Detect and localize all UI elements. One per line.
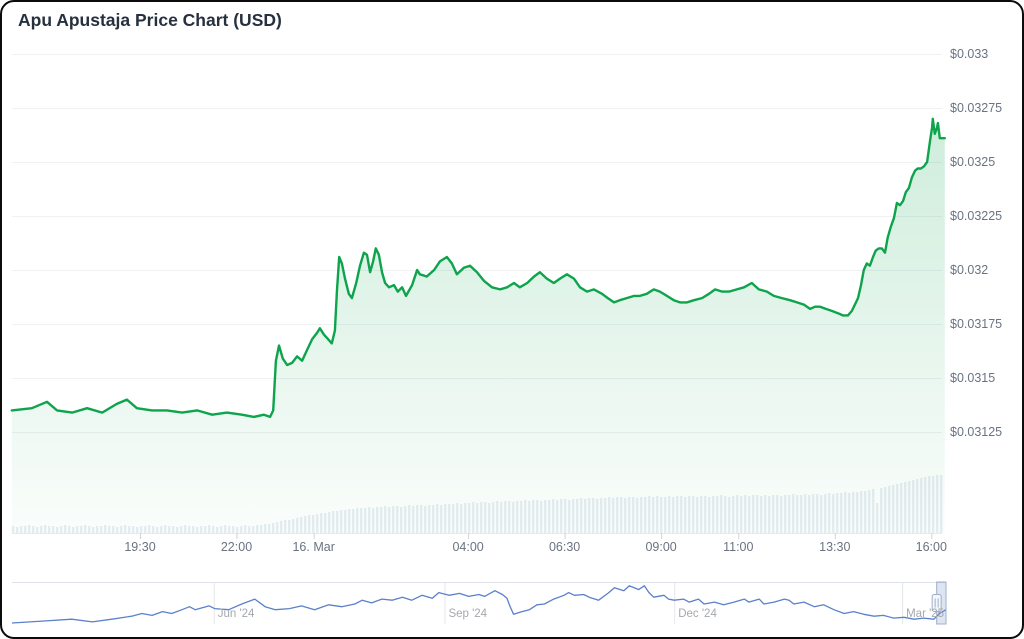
navigator-handle-grip[interactable] xyxy=(931,594,942,612)
nav-axis-label: Sep '24 xyxy=(448,608,488,620)
price-chart-svg[interactable] xyxy=(2,2,1024,577)
x-axis-label: 13:30 xyxy=(819,540,851,554)
y-axis-label: $0.03225 xyxy=(950,209,1003,223)
x-axis-label: 04:00 xyxy=(452,540,484,554)
x-axis-label: 16:00 xyxy=(915,540,947,554)
nav-axis-label: Jun '24 xyxy=(217,608,255,620)
y-axis-label: $0.0325 xyxy=(950,155,996,169)
chart-title: Apu Apustaja Price Chart (USD) xyxy=(18,10,282,30)
price-area xyxy=(11,118,945,534)
navigator-handle[interactable] xyxy=(931,594,942,612)
price-line xyxy=(10,117,946,419)
y-axis-label: $0.0315 xyxy=(950,371,996,385)
nav-axis-label: Mar '25 xyxy=(906,608,945,620)
y-axis-label: $0.033 xyxy=(950,47,989,61)
nav-axis-label: Dec '24 xyxy=(678,608,717,620)
y-axis-label: $0.03275 xyxy=(950,101,1003,115)
x-axis-label: 16. Mar xyxy=(292,540,335,554)
x-axis-label: 19:30 xyxy=(124,540,156,554)
y-axis-label: $0.03125 xyxy=(950,425,1003,439)
x-axis-label: 09:00 xyxy=(645,540,677,554)
x-axis-label: 06:30 xyxy=(548,540,581,554)
y-axis-label: $0.03175 xyxy=(950,317,1003,331)
x-axis-label: 11:00 xyxy=(723,540,754,554)
navigator-line xyxy=(11,585,947,624)
y-axis-label: $0.032 xyxy=(950,263,989,277)
x-axis-label: 22:00 xyxy=(220,540,253,554)
